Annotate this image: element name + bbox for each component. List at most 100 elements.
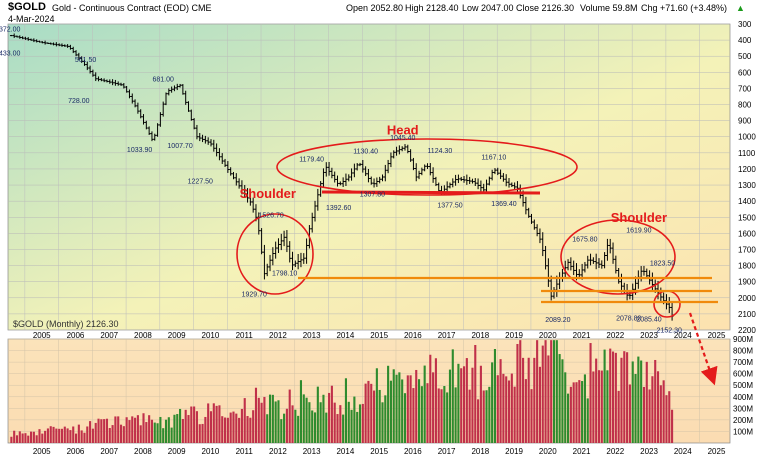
head-ellipse <box>276 138 578 196</box>
volume-value: Volume 59.8M <box>580 3 638 13</box>
volume-bar <box>204 416 207 443</box>
volume-bar <box>477 399 480 443</box>
volume-bar <box>46 428 49 443</box>
volume-bar <box>18 431 21 443</box>
volume-bar <box>640 360 643 443</box>
x-tick-label: 2015 <box>370 331 388 340</box>
x-tick-label: 2009 <box>168 331 186 340</box>
volume-bar <box>49 426 52 443</box>
volume-bar <box>505 376 508 443</box>
volume-bar <box>114 416 117 443</box>
volume-bar <box>83 432 86 443</box>
volume-bar <box>119 424 123 443</box>
volume-bar <box>538 366 541 443</box>
symbol-description: Gold - Continuous Contract (EOD) CME <box>52 3 212 13</box>
volume-bar <box>32 431 35 443</box>
volume-bar <box>507 380 511 443</box>
volume-bar <box>600 370 603 443</box>
volume-x-tick-label: 2017 <box>438 447 456 456</box>
volume-bar <box>328 392 331 443</box>
volume-bar <box>218 405 221 443</box>
volume-bar <box>522 357 525 443</box>
y-tick-label: 1000 <box>738 133 756 142</box>
volume-bar <box>229 412 232 443</box>
volume-bar <box>288 389 291 443</box>
volume-tick-label: 300M <box>733 404 753 413</box>
volume-bar <box>597 370 601 443</box>
y-tick-label: 900 <box>738 117 752 126</box>
price-label: 1045.40 <box>390 135 415 142</box>
x-tick-label: 2023 <box>640 331 658 340</box>
volume-bar <box>513 386 516 443</box>
price-label: 1798.10 <box>272 270 297 277</box>
change-value: Chg +71.60 (+3.48%) <box>641 3 728 13</box>
volume-bar <box>179 408 182 443</box>
volume-bar <box>257 397 260 443</box>
volume-bar <box>527 357 530 443</box>
volume-bar <box>136 415 139 443</box>
volume-bar <box>77 424 80 443</box>
volume-bar <box>336 414 339 443</box>
volume-x-tick-label: 2021 <box>573 447 591 456</box>
volume-bar <box>232 411 235 443</box>
chart-date: 4-Mar-2024 <box>8 14 55 24</box>
volume-bar <box>313 412 317 443</box>
volume-x-tick-label: 2019 <box>505 447 523 456</box>
volume-bar <box>555 340 558 443</box>
right-shoulder-ellipse <box>560 219 676 295</box>
volume-bar <box>606 370 609 443</box>
volume-bar <box>198 424 201 443</box>
x-tick-label: 2006 <box>67 331 85 340</box>
volume-bar <box>547 355 550 443</box>
volume-bar <box>395 374 398 443</box>
volume-bar <box>156 423 159 443</box>
volume-bar <box>55 428 58 443</box>
x-tick-label: 2014 <box>336 331 354 340</box>
y-tick-label: 800 <box>738 101 752 110</box>
volume-bar <box>432 372 435 443</box>
y-tick-label: 1600 <box>738 229 756 238</box>
volume-bar <box>659 385 662 443</box>
volume-x-tick-label: 2007 <box>100 447 118 456</box>
volume-bar <box>305 397 308 443</box>
volume-bar <box>60 428 64 443</box>
volume-bar <box>80 430 83 443</box>
volume-bar <box>499 359 502 443</box>
volume-bar <box>634 373 637 443</box>
volume-bar <box>153 422 156 443</box>
volume-bar <box>274 401 277 443</box>
volume-bar <box>471 367 474 443</box>
volume-x-tick-label: 2012 <box>269 447 287 456</box>
volume-bar <box>330 385 333 443</box>
y-tick-label: 1400 <box>738 197 756 206</box>
x-tick-label: 2017 <box>438 331 456 340</box>
volume-bar <box>561 359 564 443</box>
volume-bar <box>648 389 651 443</box>
volume-bar <box>448 369 452 443</box>
volume-bar <box>626 352 629 443</box>
volume-bar <box>465 358 468 443</box>
volume-bar <box>243 398 246 443</box>
volume-bar <box>223 417 227 443</box>
volume-bar <box>246 416 249 443</box>
volume-bar <box>581 381 584 443</box>
volume-bar <box>353 396 356 443</box>
volume-bar <box>406 375 409 443</box>
volume-bar <box>215 405 218 443</box>
volume-bar <box>105 418 109 443</box>
volume-bar <box>451 349 454 443</box>
y-tick-label: 1800 <box>738 262 756 271</box>
volume-bar <box>415 369 418 443</box>
price-label: 372.00 <box>0 27 20 34</box>
volume-bar <box>94 422 97 443</box>
volume-bar <box>74 433 78 443</box>
price-label: 2078.80 <box>616 315 641 322</box>
volume-x-tick-label: 2015 <box>370 447 388 456</box>
volume-bar <box>252 410 255 443</box>
volume-bar <box>398 372 401 443</box>
volume-bar <box>423 365 426 443</box>
price-label: 1179.40 <box>299 157 324 164</box>
volume-bar <box>254 387 258 443</box>
volume-tick-label: 700M <box>733 358 753 367</box>
x-tick-label: 2018 <box>471 331 489 340</box>
